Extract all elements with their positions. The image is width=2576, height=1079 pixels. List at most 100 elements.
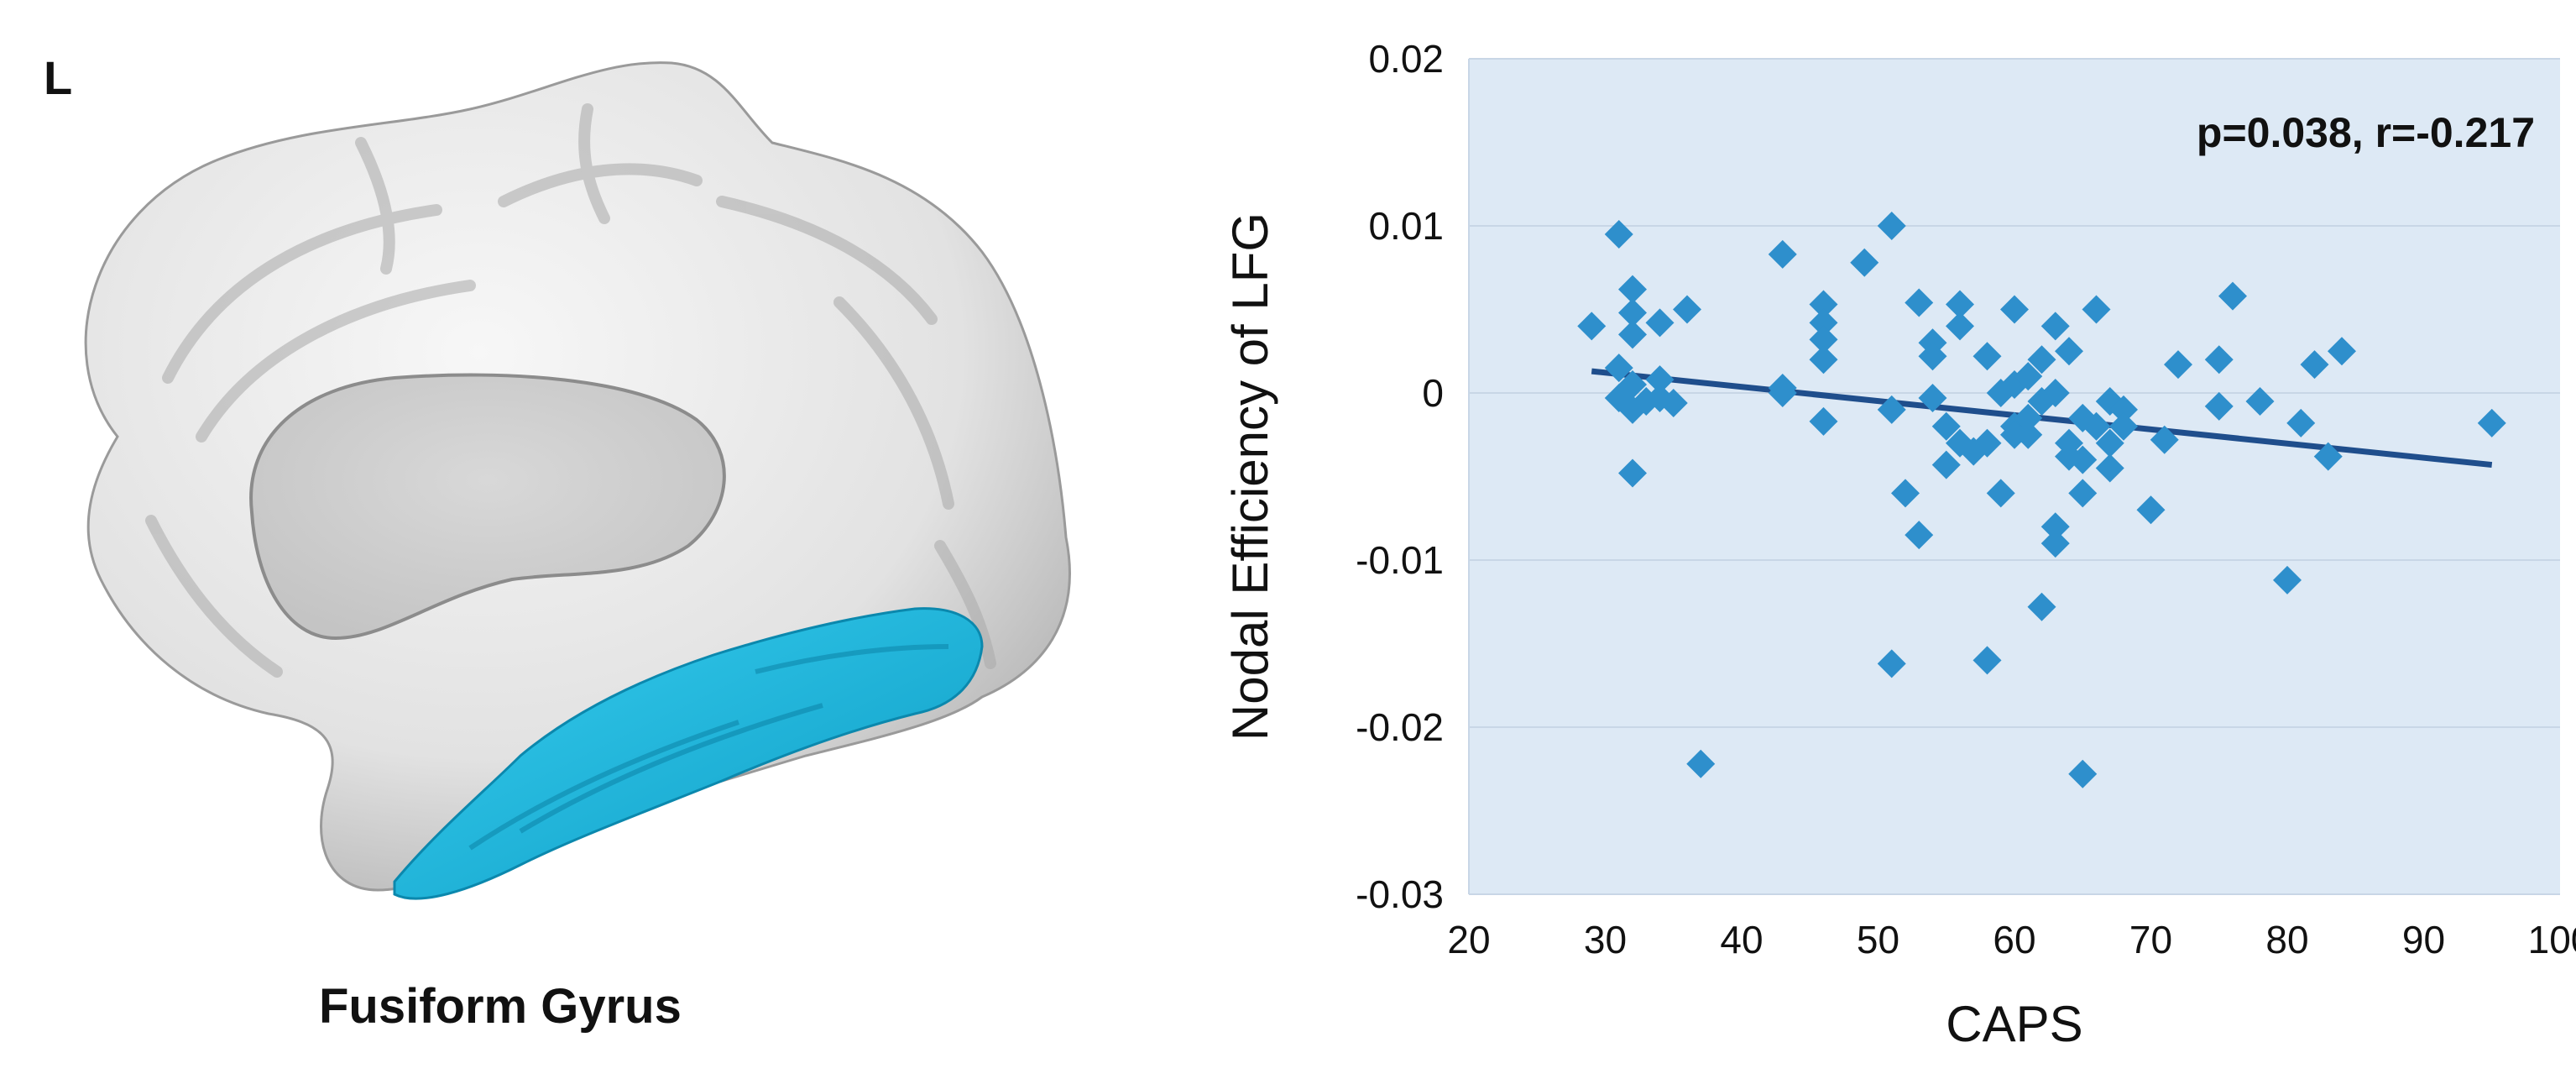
data-point [2014, 362, 2043, 391]
fusiform-texture [468, 644, 949, 851]
gyral-folds [145, 103, 996, 678]
data-point [1918, 383, 1947, 412]
data-point [1768, 379, 1797, 407]
data-point [1809, 345, 1838, 375]
data-point [2477, 408, 2506, 437]
data-point [1809, 290, 1838, 319]
y-tick-label: -0.02 [1356, 705, 1444, 749]
fusiform-gyrus-region [393, 607, 984, 900]
data-point [2082, 295, 2111, 324]
brain-illustration [0, 0, 1175, 966]
x-tick-label: 60 [1993, 918, 2035, 961]
data-point [2164, 350, 2192, 380]
scatter-chart: -0.03 -0.02 -0.01 0 0.01 0.02 20 30 40 50 60 70 80 9… [1222, 37, 2576, 1052]
y-axis-ticks: -0.03 -0.02 -0.01 0 0.01 0.02 [1356, 37, 1444, 916]
y-tick-label: 0.01 [1368, 204, 1444, 248]
x-tick-label: 20 [1447, 918, 1490, 961]
data-point [1850, 248, 1879, 277]
y-tick-label: 0 [1422, 371, 1444, 415]
data-point [2095, 453, 2124, 483]
data-point [2109, 395, 2138, 424]
x-tick-label: 40 [1720, 918, 1763, 961]
data-point [1577, 312, 1607, 341]
y-tick-label: 0.02 [1368, 37, 1444, 81]
data-point [1618, 320, 1647, 349]
brain-medial-view [84, 61, 1071, 900]
brain-caption: Fusiform Gyrus [319, 979, 682, 1034]
data-point [1972, 646, 2002, 675]
data-point [2014, 420, 2043, 449]
data-point [2068, 445, 2098, 474]
data-point [1905, 288, 1934, 317]
data-point [2218, 281, 2247, 311]
data-point [2273, 565, 2302, 594]
x-tick-label: 80 [2265, 918, 2308, 961]
data-point [1673, 295, 1701, 324]
data-point [1877, 212, 1906, 240]
x-tick-label: 50 [1857, 918, 1899, 961]
data-point [2136, 495, 2166, 525]
data-point [1877, 395, 1906, 424]
data-point [2068, 759, 2098, 788]
data-point [1972, 428, 2002, 458]
data-point [2040, 312, 2070, 341]
y-tick-label: -0.03 [1356, 872, 1444, 916]
data-point [1618, 458, 1647, 488]
data-point [2014, 403, 2043, 432]
data-point [2040, 529, 2070, 558]
data-point [2027, 592, 2056, 621]
data-point [1809, 308, 1838, 338]
data-point [1618, 275, 1647, 304]
data-point [1686, 749, 1716, 778]
data-point [2027, 345, 2056, 375]
x-tick-label: 70 [2129, 918, 2172, 961]
data-point [1946, 290, 1974, 319]
y-axis-label: Nodal Efficiency of LFG [1222, 212, 1278, 741]
stats-annotation: p=0.038, r=-0.217 [2197, 109, 2535, 156]
data-point [2286, 408, 2316, 437]
data-point [1905, 521, 1934, 550]
data-point [1918, 342, 1947, 371]
data-point [2328, 337, 2356, 366]
x-tick-label: 100 [2528, 918, 2576, 961]
data-point [1809, 406, 1838, 436]
data-point [2095, 428, 2124, 458]
data-point [2150, 425, 2179, 454]
data-point [1604, 219, 1633, 249]
data-point [1809, 325, 1838, 354]
data-point [2082, 411, 2111, 441]
data-point [1618, 370, 1647, 400]
medial-wall [249, 373, 726, 641]
data-point [1931, 411, 1961, 441]
data-point [1645, 308, 1675, 338]
data-point [2300, 350, 2329, 380]
data-point [1604, 354, 1633, 383]
plot-area [1469, 59, 2560, 894]
data-point [1891, 479, 1920, 508]
data-point [1877, 649, 1906, 678]
data-point [1946, 312, 1974, 341]
data-point [1659, 388, 1688, 417]
y-tick-label: -0.01 [1356, 538, 1444, 582]
x-tick-label: 30 [1584, 918, 1627, 961]
data-points [1577, 212, 2506, 788]
data-point [1986, 479, 2015, 508]
data-point [2245, 386, 2275, 416]
data-point [2068, 479, 2098, 508]
data-point [2313, 442, 2343, 471]
x-tick-label: 90 [2402, 918, 2445, 961]
data-point [2000, 295, 2029, 324]
hemisphere-label: L [44, 51, 73, 104]
data-point [2040, 379, 2070, 407]
x-axis-label: CAPS [1946, 996, 2082, 1052]
data-point [2204, 345, 2234, 375]
data-point [2204, 391, 2234, 421]
data-point [2040, 512, 2070, 542]
data-point [1931, 450, 1961, 479]
data-point [1618, 298, 1647, 327]
data-point [1768, 239, 1797, 269]
data-point [2055, 337, 2083, 366]
x-axis-ticks: 20 30 40 50 60 70 80 90 100 [1447, 918, 2576, 961]
data-point [1645, 365, 1675, 395]
data-point [1972, 342, 2002, 371]
